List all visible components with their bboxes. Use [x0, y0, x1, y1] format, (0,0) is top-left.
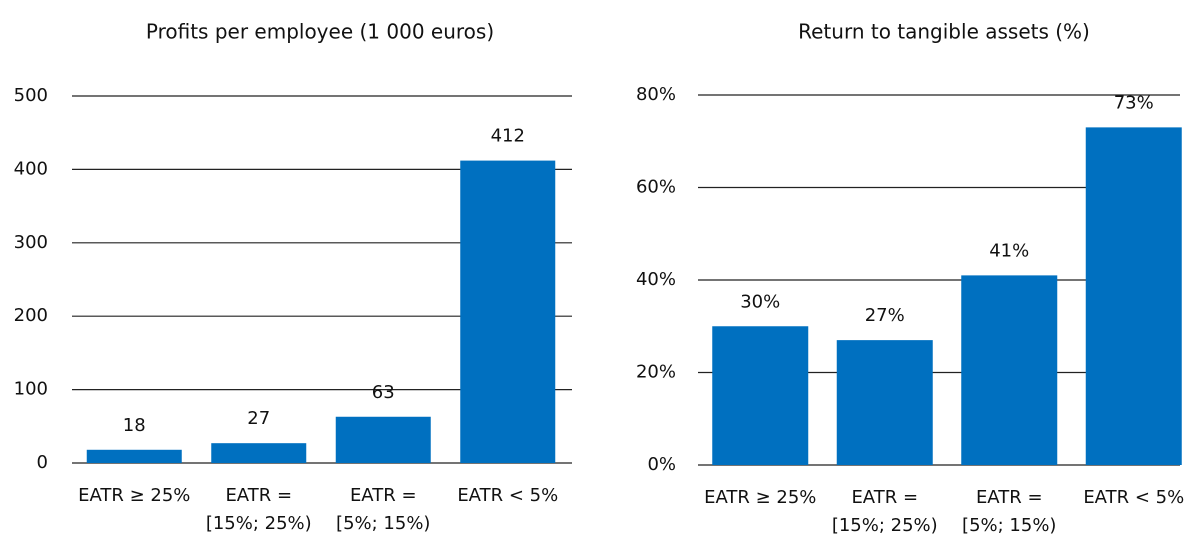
y-tick-label: 60%: [636, 177, 676, 198]
data-label: 27%: [865, 305, 905, 326]
x-tick-label: [15%; 25%): [206, 513, 312, 534]
y-tick-label: 0: [37, 452, 48, 473]
x-tick-label: EATR < 5%: [1083, 487, 1184, 508]
x-tick-label: [15%; 25%): [832, 515, 938, 536]
y-tick-label: 100: [14, 379, 48, 400]
bar: [211, 443, 307, 463]
chart-title: Profits per employee (1 000 euros): [146, 20, 494, 44]
data-label: 41%: [989, 240, 1029, 261]
bar: [712, 326, 809, 465]
y-tick-label: 40%: [636, 269, 676, 290]
data-label: 412: [491, 126, 525, 147]
y-tick-label: 80%: [636, 84, 676, 105]
x-tick-label: EATR =: [851, 487, 918, 508]
y-tick-label: 500: [14, 85, 48, 106]
x-tick-label: EATR ≥ 25%: [704, 487, 816, 508]
x-tick-label: EATR =: [225, 485, 292, 506]
x-tick-label: EATR ≥ 25%: [78, 485, 190, 506]
x-tick-label: EATR =: [976, 487, 1043, 508]
bar: [86, 449, 182, 463]
bar: [1085, 127, 1182, 465]
y-tick-label: 400: [14, 158, 48, 179]
x-tick-label: [5%; 15%): [336, 513, 430, 534]
y-tick-label: 300: [14, 232, 48, 253]
y-tick-label: 0%: [647, 454, 676, 475]
x-tick-label: EATR < 5%: [457, 485, 558, 506]
data-label: 30%: [740, 291, 780, 312]
x-tick-label: EATR =: [350, 485, 417, 506]
chart-title: Return to tangible assets (%): [798, 20, 1090, 44]
y-tick-label: 200: [14, 305, 48, 326]
data-label: 73%: [1114, 92, 1154, 113]
y-tick-label: 20%: [636, 362, 676, 383]
data-label: 63: [372, 382, 395, 403]
bar: [335, 416, 431, 463]
x-tick-label: [5%; 15%): [962, 515, 1056, 536]
data-label: 27: [247, 408, 270, 429]
bar: [836, 340, 933, 465]
bar: [961, 275, 1058, 465]
bar: [460, 160, 556, 464]
data-label: 18: [123, 415, 146, 436]
